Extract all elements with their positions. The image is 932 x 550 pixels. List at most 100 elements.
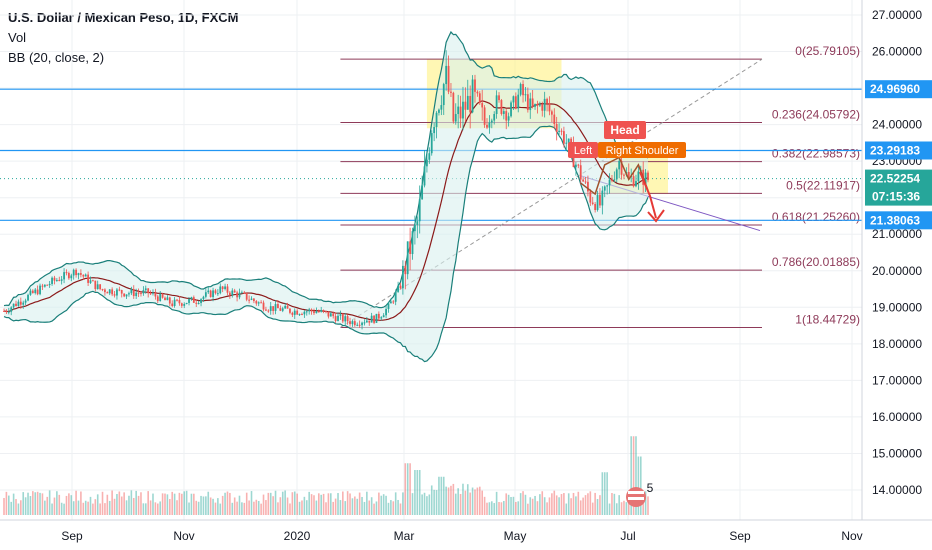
candle-body	[79, 273, 82, 275]
volume-bar	[392, 501, 395, 515]
volume-bar	[435, 490, 438, 515]
candle-body	[481, 103, 484, 108]
volume-bar	[322, 493, 325, 515]
level-price-tag[interactable]	[865, 141, 932, 160]
candle-body	[632, 176, 635, 187]
volume-bar	[512, 496, 515, 515]
volume-bar	[601, 472, 604, 515]
candle-body	[498, 95, 500, 101]
volume-bar	[342, 491, 344, 515]
candle-body	[164, 297, 166, 301]
volume-bar	[534, 495, 536, 515]
volume-bar	[515, 501, 517, 515]
candle-body	[493, 114, 496, 121]
volume-bar	[339, 500, 342, 515]
candle-body	[466, 95, 469, 110]
candle-body	[377, 313, 380, 319]
candle-body	[536, 103, 539, 106]
candle-body	[426, 159, 428, 167]
candle-body	[423, 166, 426, 186]
candle-body	[159, 293, 162, 302]
volume-bar	[637, 456, 640, 515]
volume-bar	[108, 500, 111, 515]
last-price-tag[interactable]	[865, 169, 932, 206]
candle-body	[168, 297, 171, 304]
candle-body	[267, 310, 270, 312]
volume-bar	[257, 500, 260, 515]
candle-body	[644, 172, 647, 185]
candle-body	[526, 94, 529, 111]
volume-bar	[481, 490, 483, 515]
candle-body	[132, 289, 135, 297]
volume-bar	[387, 502, 390, 515]
volume-bar	[291, 492, 294, 515]
candle-body	[486, 124, 488, 128]
candle-body	[19, 301, 22, 305]
candle-body	[416, 221, 419, 225]
level-price-tag[interactable]	[865, 80, 932, 99]
candle-body	[255, 301, 258, 304]
volume-bar	[161, 493, 164, 515]
volume-bar	[445, 486, 447, 515]
candle-body	[550, 111, 553, 115]
volume-bar	[486, 502, 488, 515]
candle-body	[34, 289, 37, 294]
candle-body	[490, 120, 493, 123]
volume-bar	[625, 502, 628, 515]
volume-bar	[524, 494, 527, 515]
bb-upper	[3, 30, 649, 309]
volume-bar	[500, 502, 503, 515]
volume-bar	[493, 503, 496, 515]
volume-bar	[137, 495, 140, 515]
volume-bar	[570, 498, 572, 515]
forecast-arrow	[639, 171, 657, 219]
candle-body	[238, 292, 241, 298]
candle-body	[63, 272, 65, 280]
volume-bar	[464, 490, 467, 515]
candle-body	[351, 321, 354, 325]
candle-body	[60, 279, 63, 281]
candle-body	[478, 93, 481, 104]
volume-bar	[553, 490, 556, 515]
volume-bar	[375, 501, 378, 515]
candle-body	[373, 315, 375, 323]
volume-bar	[366, 491, 368, 515]
volume-bar	[402, 492, 404, 515]
candle-body	[596, 194, 599, 210]
volume-bar	[80, 491, 82, 515]
bb-lower	[3, 125, 649, 363]
candle-body	[31, 290, 34, 294]
volume-bar	[207, 491, 210, 515]
volume-bar	[390, 500, 392, 515]
volume-bar	[87, 501, 89, 515]
candle-body	[15, 303, 17, 306]
volume-bar	[418, 470, 421, 515]
volume-bar	[118, 491, 121, 515]
candle-body	[469, 95, 472, 113]
candle-body	[296, 310, 299, 315]
volume-bar	[495, 491, 498, 515]
level-price-tag[interactable]	[865, 211, 932, 230]
volume-bar	[279, 497, 282, 515]
legend-bb: BB (20, close, 2)	[8, 50, 105, 65]
candle-body	[608, 179, 611, 186]
volume-bar	[577, 491, 580, 515]
candle-body	[474, 79, 476, 92]
volume-bar	[587, 493, 589, 515]
volume-bar	[111, 490, 113, 515]
candle-body	[313, 311, 315, 314]
volume-bar	[39, 492, 41, 515]
volume-bar	[281, 491, 284, 515]
price-tick-label: 21.00000	[872, 227, 922, 241]
volume-bar	[356, 498, 359, 515]
candle-body	[171, 303, 174, 306]
volume-bar	[539, 494, 541, 515]
volume-bar	[647, 496, 649, 515]
candle-body	[75, 269, 77, 276]
candle-body	[346, 316, 349, 322]
volume-bar	[92, 503, 94, 515]
candle-body	[382, 315, 385, 318]
candle-body	[365, 320, 368, 323]
volume-bar	[41, 493, 44, 515]
